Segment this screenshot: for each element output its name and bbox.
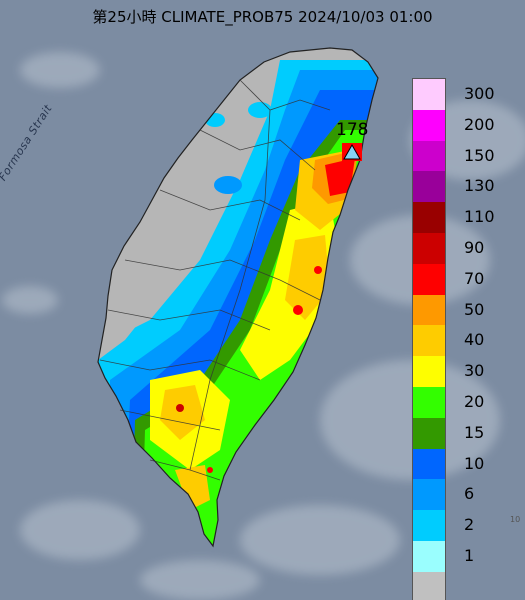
triangle-marker-icon <box>342 143 362 161</box>
legend-swatch <box>413 571 445 600</box>
legend-label: 300 <box>464 84 495 103</box>
legend-label: 10 <box>464 453 485 473</box>
legend-swatch <box>413 479 445 511</box>
legend-swatch <box>413 294 445 326</box>
legend-label: 70 <box>464 268 485 288</box>
legend-swatch <box>413 109 445 141</box>
legend-label: 30 <box>464 361 485 381</box>
legend-label: 40 <box>464 330 485 350</box>
legend-swatch <box>413 417 445 449</box>
legend-swatch <box>413 356 445 387</box>
legend-label: 6 <box>464 484 475 504</box>
legend-swatch <box>413 448 445 480</box>
legend-swatch <box>413 171 445 203</box>
legend-swatch <box>413 540 445 572</box>
legend-swatch <box>413 325 445 357</box>
legend-label: 15 <box>464 422 485 442</box>
max-rain-value: 178 <box>336 120 369 140</box>
legend-swatch <box>413 140 445 172</box>
legend-label: 20 <box>464 392 485 411</box>
legend-swatch <box>413 263 445 295</box>
legend-label: 150 <box>464 145 495 165</box>
legend-label: 130 <box>464 176 495 196</box>
legend-label: 50 <box>464 299 485 319</box>
legend-label: 1 <box>464 546 475 565</box>
map-title: 第25小時 CLIMATE_PROB75 2024/10/03 01:00 <box>92 8 433 26</box>
legend-label: 2 <box>464 515 475 535</box>
corner-mark: 10 <box>510 515 521 524</box>
legend-label: 200 <box>464 114 495 134</box>
legend-swatch <box>413 232 445 264</box>
legend-swatch <box>413 202 445 233</box>
legend-label: 90 <box>464 238 485 257</box>
legend-swatch <box>413 386 445 418</box>
legend-label: 110 <box>464 207 495 227</box>
color-legend <box>412 78 446 600</box>
legend-swatch <box>413 510 445 541</box>
legend-swatch <box>413 79 445 110</box>
